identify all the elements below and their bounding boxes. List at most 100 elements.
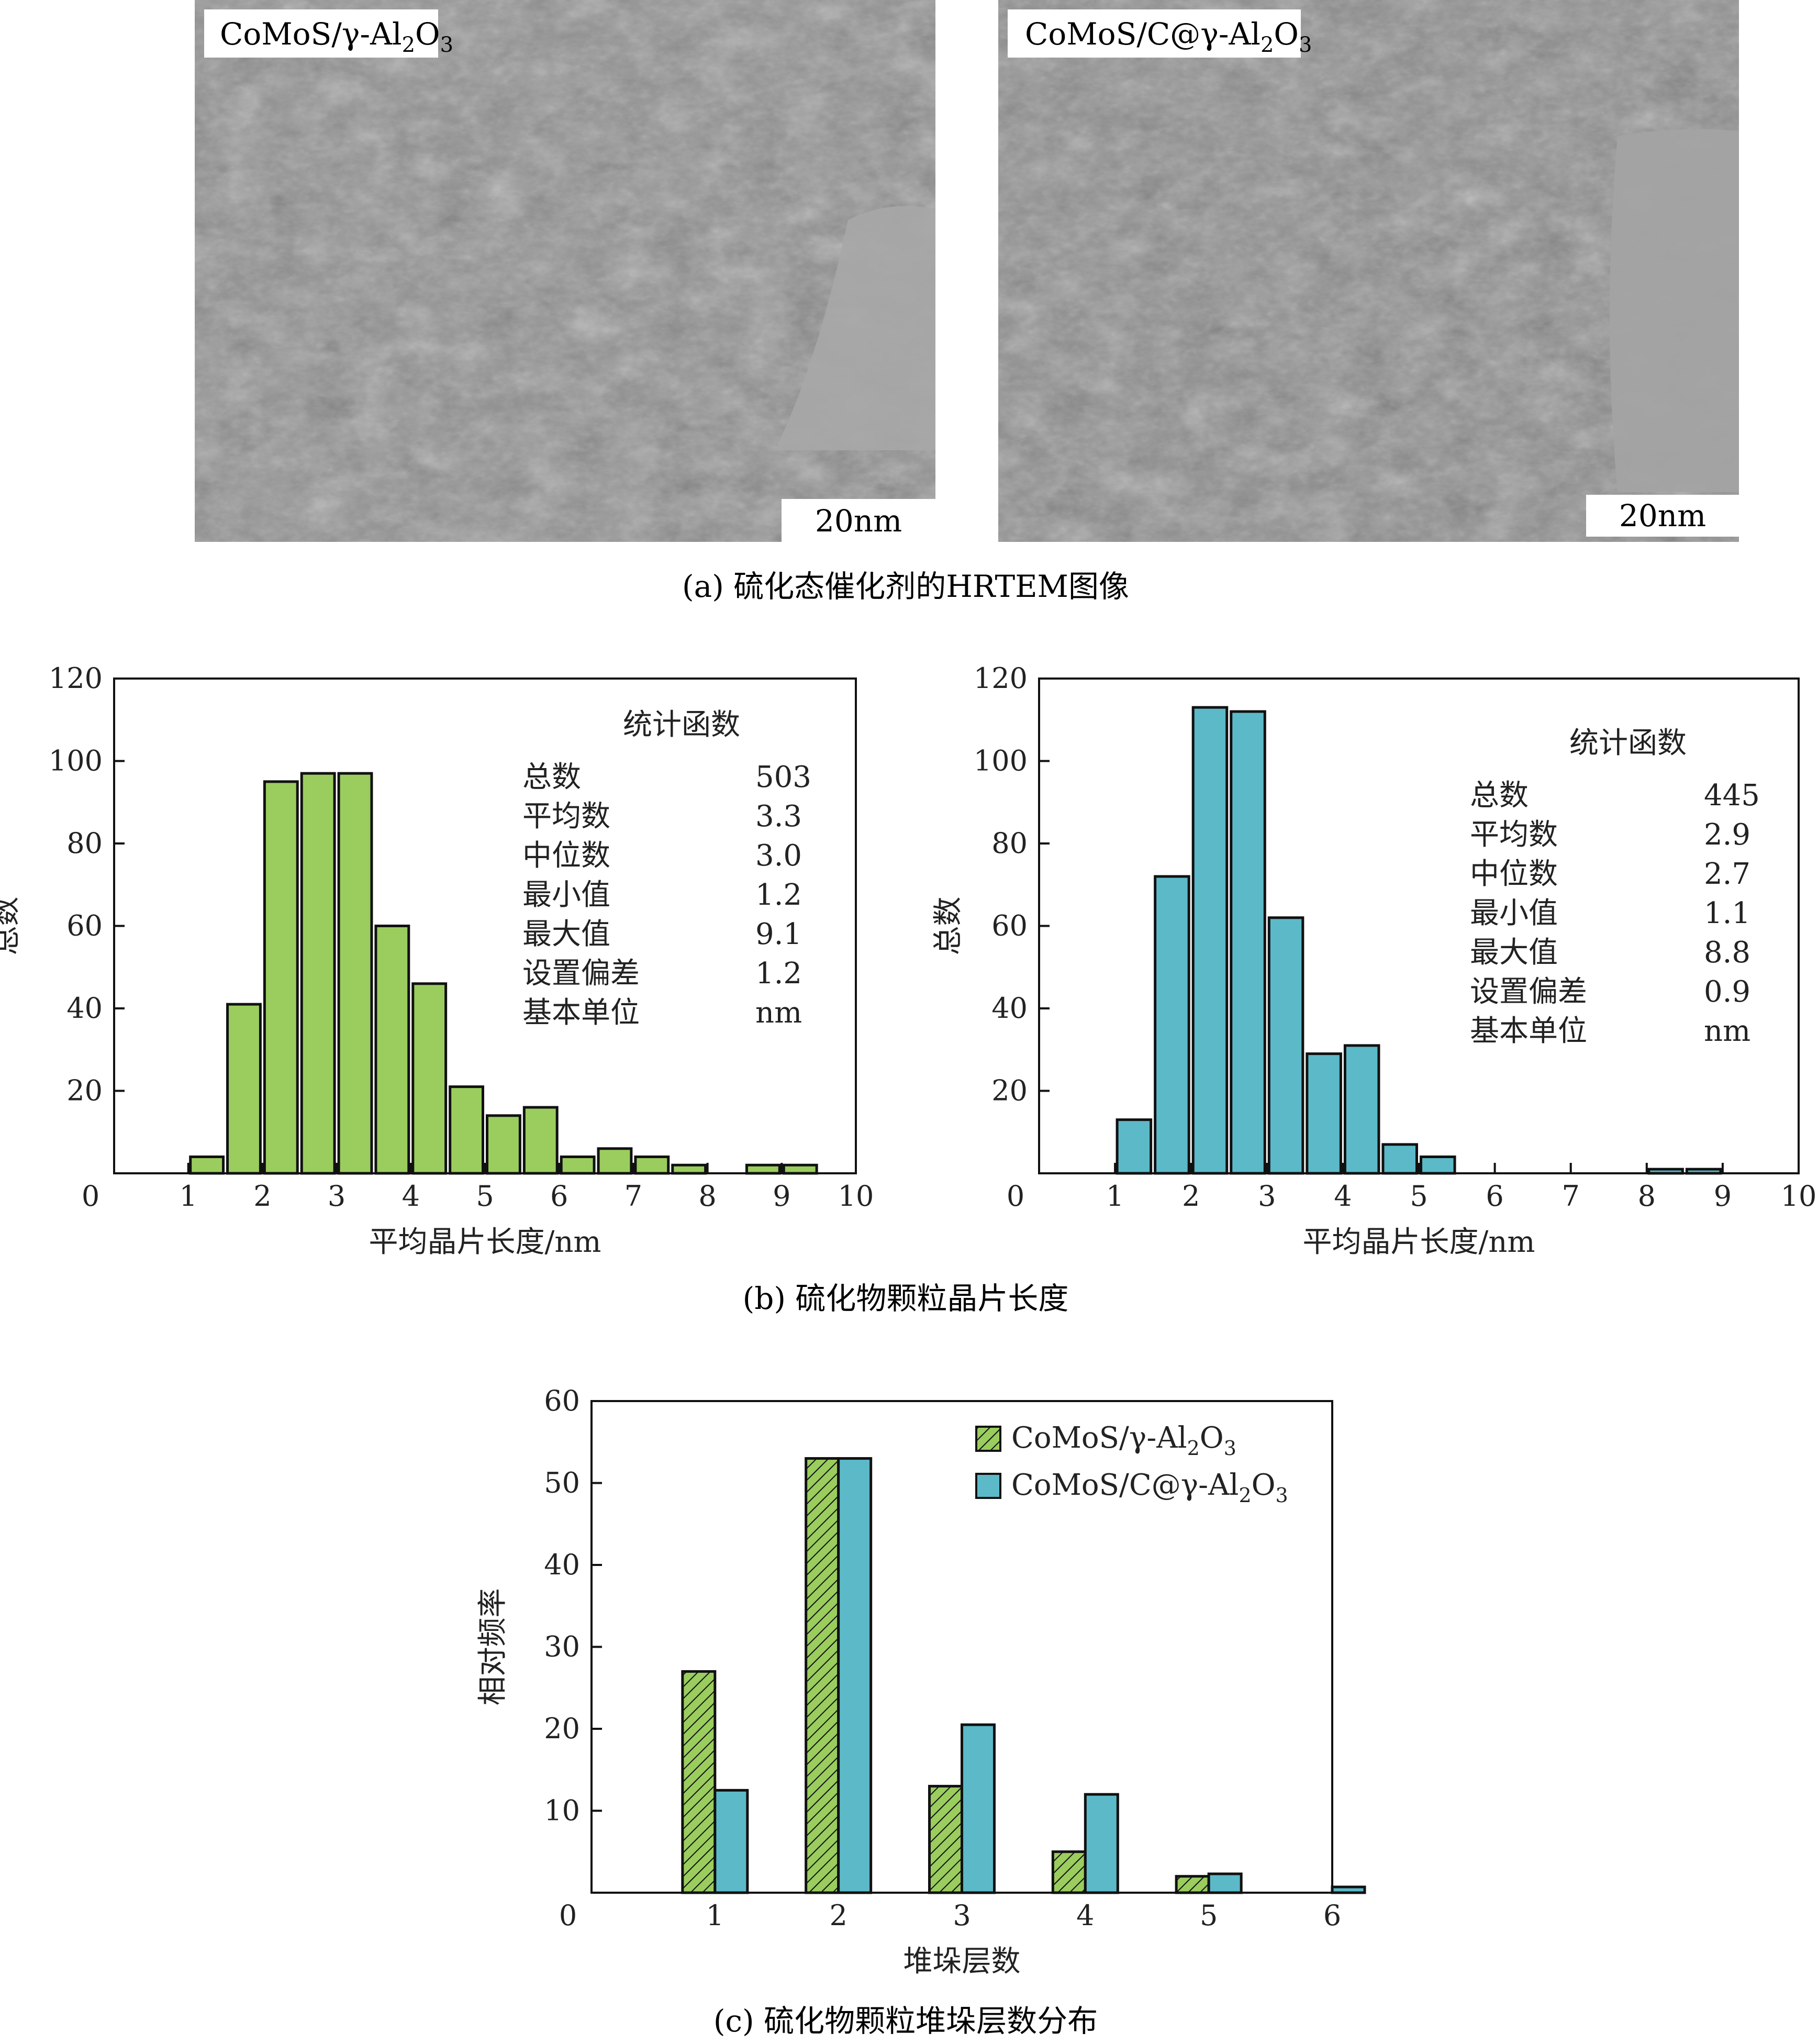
histogram-bar [1647,1168,1684,1175]
histogram-bar [634,1156,670,1175]
scale-bar-left: 20nm [815,503,902,539]
x-tick-label: 1 [1106,1180,1124,1213]
series-bar [1084,1793,1119,1894]
stats-label: 最大值 [522,917,610,951]
x-tick-label: 6 [550,1180,568,1213]
histogram-bar [1191,706,1229,1175]
stats-value: 0.9 [1704,975,1750,1009]
stats-label: 最小值 [1470,896,1558,930]
stats-value: 2.9 [1704,818,1750,852]
x-tick-label: 8 [1638,1180,1656,1213]
y-tick-label: 80 [66,827,103,860]
series-bar [1051,1850,1087,1894]
stats-label: 中位数 [1470,857,1558,891]
x-tick-label: 4 [1076,1899,1094,1932]
tem-image-left [195,0,935,542]
stats-label: 设置偏差 [522,957,640,991]
y-tick-label: 100 [49,745,103,777]
histogram-bar [671,1163,707,1175]
stats-label: 总数 [522,760,581,794]
x-tick-label: 6 [1323,1899,1341,1932]
y-tick-label: 40 [544,1548,580,1581]
series-bar [928,1785,963,1894]
histogram-bar [1685,1168,1722,1175]
plot-frame [113,677,857,1174]
x-tick-label: 5 [1410,1180,1427,1213]
legend-label: CoMoS/C@γ-Al2O3 [1011,1468,1288,1507]
stats-value: nm [755,996,802,1030]
x-tick-label: 0 [82,1180,99,1213]
y-tick-label: 40 [991,992,1028,1025]
histogram-right: 0 1 2 3 4 5 6 7 8 9 10 20 40 60 80 100 120 平均晶片长度/nm 总数 统计函… [931,662,1816,1259]
x-tick-label: 7 [624,1180,642,1213]
histogram-left: 0 1 2 3 4 5 6 7 8 9 10 20 40 60 80 100 120 平均晶片长度/nm 总数 统计函… [0,662,874,1259]
y-tick-label: 50 [544,1467,580,1499]
x-tick-label: 10 [838,1180,874,1213]
stats-title: 统计函数 [623,708,740,742]
histogram-bar [226,1003,262,1175]
x-axis-label: 平均晶片长度/nm [1302,1225,1535,1259]
series-bar [1331,1885,1366,1894]
stats-label: 基本单位 [1470,1014,1587,1048]
x-tick-label: 9 [1714,1180,1732,1213]
series-bar [1207,1872,1243,1894]
x-tick-label: 5 [1200,1899,1218,1932]
histogram-bar [374,925,410,1175]
x-tick-label: 3 [953,1899,971,1932]
y-tick-label: 100 [974,745,1028,777]
legend-swatch [975,1426,1001,1452]
stats-label: 总数 [1470,779,1529,813]
x-tick-label: 1 [706,1899,724,1932]
x-tick-label: 8 [698,1180,716,1213]
x-tick-label: 6 [1486,1180,1503,1213]
y-axis-label: 总数 [931,897,965,956]
histogram-bar [560,1156,596,1175]
y-tick-label: 40 [66,992,103,1025]
histogram-bar [745,1163,781,1175]
x-tick-label: 3 [328,1180,345,1213]
x-tick-label: 2 [829,1899,847,1932]
series-bar [961,1723,996,1894]
stats-value: nm [1704,1014,1750,1048]
stats-label: 设置偏差 [1470,975,1587,1009]
histogram-bar [1230,710,1266,1175]
x-tick-label: 2 [253,1180,271,1213]
series-bar [713,1789,749,1894]
y-axis-label: 总数 [0,897,23,956]
x-tick-label: 0 [1007,1180,1024,1213]
tem-label-left: CoMoS/γ-Al2O3 [220,16,453,57]
y-tick-label: 30 [544,1630,580,1663]
stats-value: 1.2 [755,878,802,912]
stats-value: 503 [755,760,811,794]
histogram-bar [1420,1156,1456,1175]
stats-value: 9.1 [755,917,802,951]
stats-value: 445 [1704,779,1760,813]
x-tick-label: 4 [402,1180,420,1213]
histogram-bar [1343,1044,1380,1175]
x-tick-label: 2 [1182,1180,1200,1213]
tem-image-right [998,0,1739,542]
x-axis-label: 堆垛层数 [904,1945,1021,1979]
y-tick-label: 60 [991,909,1028,942]
histogram-bar [1154,875,1190,1175]
histogram-bar [486,1114,521,1175]
histogram-bar [597,1147,633,1175]
x-tick-label: 4 [1334,1180,1352,1213]
x-tick-label: 10 [1781,1180,1817,1213]
stats-label: 最大值 [1470,936,1558,970]
histogram-bar [263,780,299,1175]
y-axis-label: 相对频率 [476,1588,510,1706]
histogram-bar [1267,916,1304,1175]
y-tick-label: 80 [991,827,1028,860]
series-bar [805,1457,840,1894]
series-bar [837,1457,873,1894]
stats-label: 平均数 [522,799,610,834]
stats-label: 中位数 [522,839,610,873]
y-tick-label: 20 [544,1712,580,1745]
x-tick-label: 1 [180,1180,197,1213]
stats-value: 3.0 [755,839,802,873]
stacking-bar-chart: 0 1 2 3 4 5 6 10 20 30 40 50 60 堆垛层数 相对频率 CoMoS/γ-Al2O3… [476,1384,1366,1979]
stats-value: 3.3 [755,799,802,834]
histogram-bar [300,772,336,1175]
